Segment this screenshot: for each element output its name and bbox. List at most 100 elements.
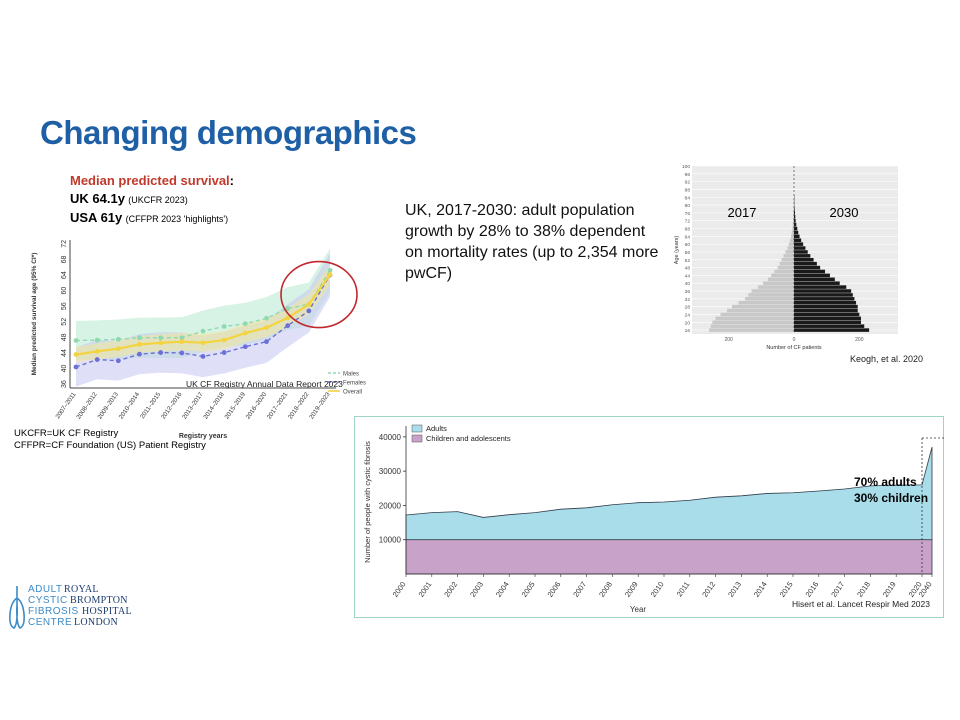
bar-2030	[794, 269, 826, 274]
logo-word-cystic: CYSTIC	[28, 595, 68, 606]
annotation-adults-share: 70% adults	[854, 475, 917, 489]
bar-2030	[794, 297, 855, 301]
bar-2017	[771, 273, 794, 278]
y-tick-label: 76	[685, 211, 691, 217]
data-point-males	[242, 321, 248, 327]
data-point-females	[264, 339, 269, 345]
abbr-cffpr: CFFPR=CF Foundation (US) Patient Registr…	[14, 440, 206, 451]
y-tick-label: 20000	[379, 501, 402, 510]
bar-2017	[792, 222, 794, 227]
x-tick-label: 2012–2016	[160, 391, 184, 421]
data-point-females	[94, 357, 100, 362]
bar-2017	[758, 285, 794, 289]
bar-2017	[712, 320, 794, 325]
y-tick-label: 68	[61, 255, 68, 263]
y-tick-label: 16	[685, 328, 691, 334]
data-point-females	[73, 364, 79, 370]
y-axis-title: Median predicted survival age (95% CI*)	[31, 253, 38, 376]
y-tick-label: 60	[61, 287, 68, 295]
legend-label-adults: Adults	[426, 424, 447, 433]
x-tick-label: 2014–2018	[202, 391, 226, 421]
bar-2030	[794, 300, 857, 305]
data-point-overall	[242, 330, 248, 336]
survival-colon: :	[229, 173, 235, 188]
data-point-overall	[115, 346, 121, 352]
bar-2030	[794, 293, 853, 297]
y-tick-label: 60	[685, 242, 691, 248]
y-tick-label: 28	[685, 305, 691, 311]
data-point-males	[179, 335, 185, 341]
bar-2017	[793, 215, 794, 219]
data-point-males	[94, 337, 100, 343]
data-point-females	[179, 350, 185, 356]
y-tick-label: 44	[685, 273, 691, 279]
data-point-females	[200, 354, 206, 359]
x-tick-label: 2013–2017	[181, 391, 205, 421]
uk-survival-value: UK 64.1y	[70, 191, 125, 206]
y-tick-label: 100	[682, 164, 690, 170]
usa-survival-source: (CFFPR 2023 'highlights')	[125, 214, 229, 224]
x-axis-title: Year	[630, 605, 647, 614]
bar-2030	[794, 312, 860, 317]
bar-2017	[774, 269, 794, 274]
bar-2017	[727, 308, 794, 313]
y-tick-label: 32	[685, 297, 691, 303]
survival-heading: Median predicted survival	[70, 173, 230, 188]
bar-2030	[794, 273, 830, 278]
bar-2017	[720, 312, 794, 317]
survival-summary: Median predicted survival: UK 64.1y (UKC…	[70, 172, 234, 228]
y-tick-label: 24	[685, 312, 691, 318]
y-tick-label: 52	[61, 318, 68, 326]
bar-2030	[794, 222, 797, 227]
y-tick-label: 84	[685, 195, 691, 201]
bar-2017	[790, 238, 794, 242]
logo-word-adult: ADULT	[28, 584, 63, 595]
x-tick-label: 2009–2013	[96, 391, 120, 421]
y-tick-label: 44	[61, 349, 68, 357]
bar-2030	[794, 261, 817, 266]
bar-2017	[791, 230, 794, 235]
bar-2017	[710, 324, 794, 328]
bar-2017	[793, 218, 794, 223]
bar-2017	[715, 316, 794, 321]
slide-title: Changing demographics	[40, 114, 417, 151]
y-tick-label: 68	[685, 227, 691, 233]
bar-2030	[794, 238, 802, 242]
y-axis-title: Number of people with cystic fibrosis	[363, 441, 372, 563]
area-children	[405, 539, 933, 575]
data-point-overall	[327, 272, 333, 278]
bar-2030	[794, 254, 811, 258]
bar-2017	[738, 300, 794, 305]
bar-2017	[793, 211, 794, 215]
bar-2030	[794, 246, 806, 250]
x-tick-label: 2007–2011	[54, 391, 78, 420]
x-tick-label: 200	[855, 337, 864, 343]
y-tick-label: 36	[61, 380, 68, 388]
bar-2030	[794, 226, 798, 231]
data-point-males	[115, 336, 121, 342]
legend-label: Females	[343, 381, 366, 387]
x-tick-label: 2018–2022	[287, 391, 311, 421]
data-point-females	[285, 323, 291, 329]
y-tick-label: 80	[685, 203, 691, 209]
bar-2030	[794, 215, 796, 219]
bar-2017	[791, 234, 794, 239]
bar-2017	[787, 246, 794, 250]
y-tick-label: 40000	[379, 433, 402, 442]
data-point-overall	[158, 340, 164, 346]
x-axis-title: Registry years	[179, 433, 227, 440]
bar-2030	[794, 218, 796, 223]
abbreviations: UKCFR=UK CF Registry CFFPR=CF Foundation…	[14, 428, 206, 452]
bar-2030	[794, 316, 861, 321]
bar-2017	[792, 226, 794, 231]
data-point-males	[221, 324, 227, 329]
abbr-ukcfr: UKCFR=UK CF Registry	[14, 428, 119, 439]
logo-word-fibrosis: FIBROSIS	[28, 606, 79, 617]
bar-2030	[794, 289, 852, 293]
bar-2030	[794, 250, 808, 254]
legend-label: Overall	[343, 390, 362, 396]
lungs-logo-icon	[9, 586, 25, 629]
bar-2030	[794, 281, 840, 285]
